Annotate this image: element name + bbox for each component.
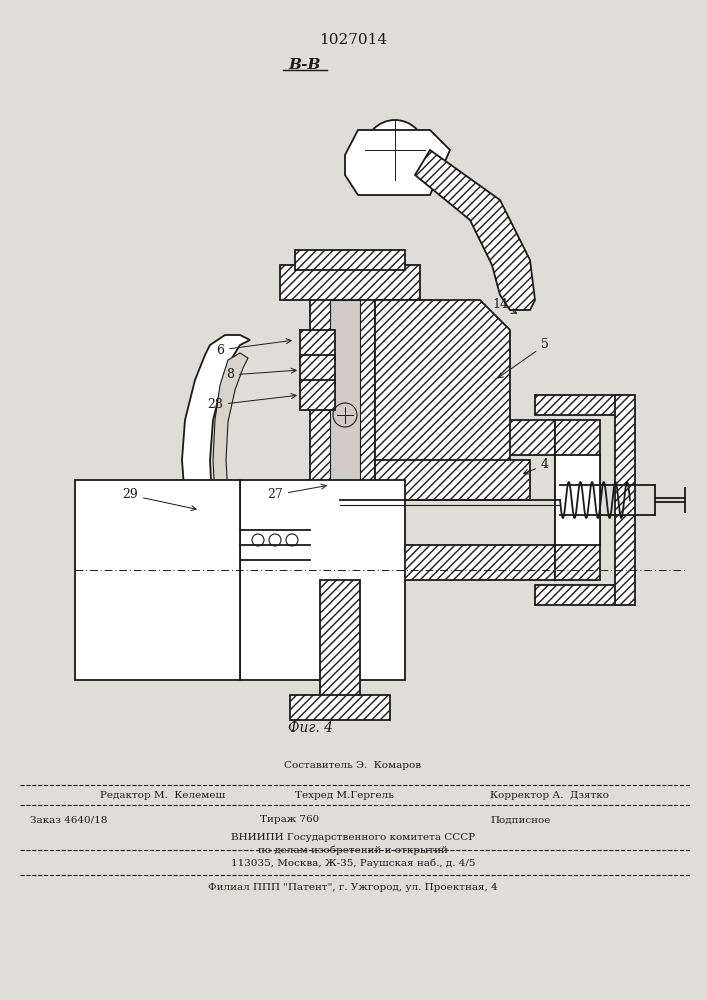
Polygon shape xyxy=(535,395,620,415)
Text: B-B: B-B xyxy=(289,58,321,72)
Polygon shape xyxy=(375,300,510,500)
Polygon shape xyxy=(280,265,420,300)
Circle shape xyxy=(269,534,281,546)
Polygon shape xyxy=(300,330,335,360)
Polygon shape xyxy=(300,380,335,410)
Polygon shape xyxy=(75,480,240,680)
Polygon shape xyxy=(555,455,600,545)
Polygon shape xyxy=(213,353,298,580)
Circle shape xyxy=(252,534,264,546)
Polygon shape xyxy=(182,335,305,603)
Text: Редактор М.  Келемеш: Редактор М. Келемеш xyxy=(100,790,226,800)
Polygon shape xyxy=(375,460,530,500)
FancyBboxPatch shape xyxy=(240,480,405,680)
Polygon shape xyxy=(330,300,360,580)
Polygon shape xyxy=(320,580,360,700)
Polygon shape xyxy=(300,355,335,385)
Circle shape xyxy=(365,120,425,180)
Polygon shape xyxy=(555,420,600,580)
Text: по делам изобретений и открытий: по делам изобретений и открытий xyxy=(258,845,448,855)
Text: Корректор А.  Дзятко: Корректор А. Дзятко xyxy=(490,790,609,800)
Polygon shape xyxy=(310,280,375,580)
Polygon shape xyxy=(290,695,390,720)
Text: Фиг. 4: Фиг. 4 xyxy=(288,721,332,735)
Text: 113035, Москва, Ж-35, Раушская наб., д. 4/5: 113035, Москва, Ж-35, Раушская наб., д. … xyxy=(230,858,475,868)
Text: 8: 8 xyxy=(226,368,296,381)
Polygon shape xyxy=(295,250,405,270)
Polygon shape xyxy=(415,150,535,310)
Circle shape xyxy=(286,534,298,546)
Text: 1027014: 1027014 xyxy=(319,33,387,47)
Text: 4: 4 xyxy=(524,458,549,474)
Text: 27: 27 xyxy=(267,484,326,502)
Text: Техред М.Гергель: Техред М.Гергель xyxy=(295,790,394,800)
Text: Подписное: Подписное xyxy=(490,816,550,824)
Polygon shape xyxy=(330,545,555,580)
Polygon shape xyxy=(535,585,620,605)
Text: 28: 28 xyxy=(207,394,296,412)
Text: ВНИИПИ Государственного комитета СССР: ВНИИПИ Государственного комитета СССР xyxy=(231,832,475,842)
Text: 29: 29 xyxy=(122,488,197,511)
Polygon shape xyxy=(615,395,635,605)
Text: Тираж 760: Тираж 760 xyxy=(260,816,320,824)
Text: 5: 5 xyxy=(498,338,549,378)
Text: 14: 14 xyxy=(492,298,517,313)
Text: 6: 6 xyxy=(216,339,291,357)
Polygon shape xyxy=(330,420,555,455)
Text: Составитель Э.  Комаров: Составитель Э. Комаров xyxy=(284,760,421,770)
Text: Заказ 4640/18: Заказ 4640/18 xyxy=(30,816,107,824)
Text: Филиал ППП "Патент", г. Ужгород, ул. Проектная, 4: Филиал ППП "Патент", г. Ужгород, ул. Про… xyxy=(208,884,498,892)
Polygon shape xyxy=(345,130,450,195)
